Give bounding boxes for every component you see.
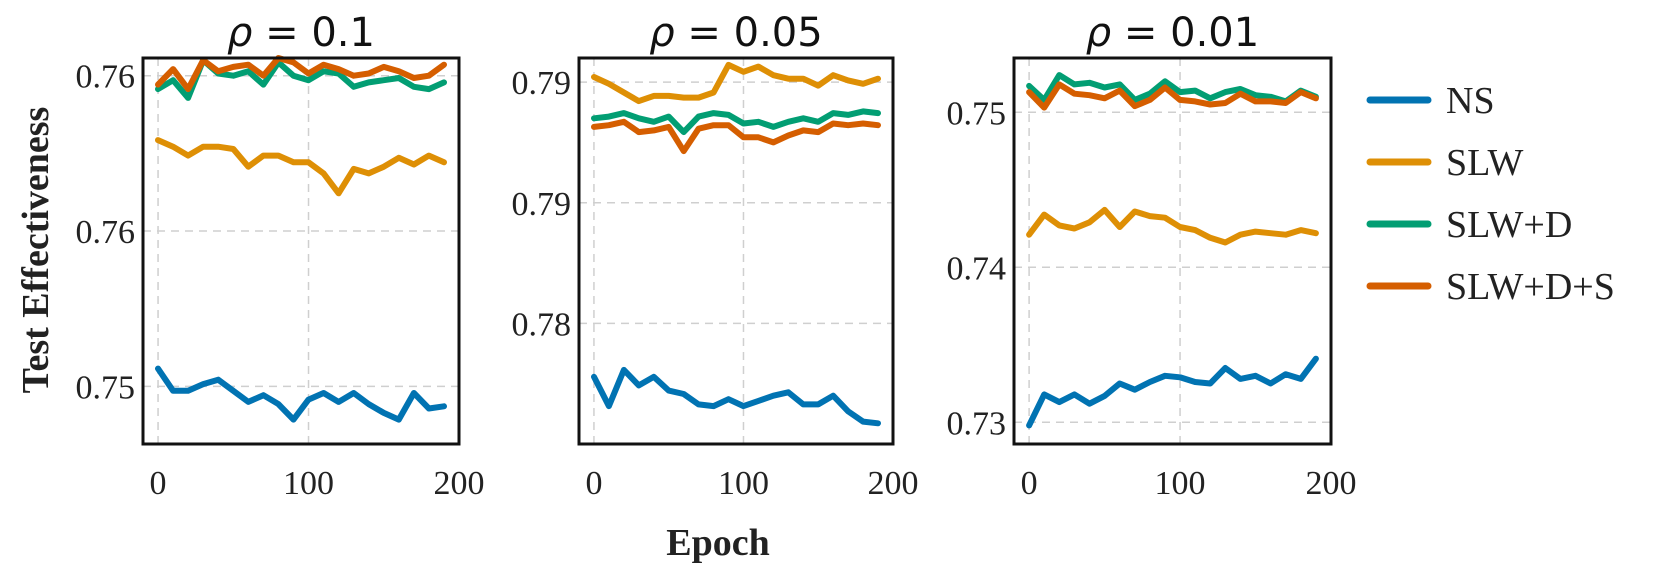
y-tick-label: 0.76 xyxy=(76,214,136,251)
y-tick-label: 0.75 xyxy=(76,369,136,406)
x-axis-label: Epoch xyxy=(666,522,769,564)
legend-item: SLW+D+S xyxy=(1366,266,1615,308)
legend-label: SLW+D+S xyxy=(1446,266,1615,308)
plot-frame xyxy=(141,56,461,446)
y-tick-label: 0.78 xyxy=(512,306,572,343)
subplot-title: ρ = 0.05 xyxy=(649,10,822,56)
x-tick-label: 100 xyxy=(283,465,334,502)
legend-label: SLW+D xyxy=(1446,204,1572,246)
subplot-2: 0 100 200 0.78 0.79 0.79 ρ = 0.05 xyxy=(512,10,919,502)
x-tick-label: 200 xyxy=(434,465,485,502)
plot-frame xyxy=(1012,56,1333,446)
legend-label: NS xyxy=(1446,80,1495,122)
series-line-slw-d-s xyxy=(155,55,447,93)
legend: NS SLW SLW+D SLW+D+S xyxy=(1366,80,1615,308)
legend-label: SLW xyxy=(1446,142,1524,184)
series-line-slw xyxy=(1026,206,1319,246)
subplot-3: 0 100 200 0.73 0.74 0.75 ρ = 0.01 xyxy=(947,10,1357,502)
x-tick-label: 0 xyxy=(1021,465,1038,502)
x-tick-label: 0 xyxy=(150,465,167,502)
title-value: = 0.05 xyxy=(675,10,823,56)
series-line-ns xyxy=(1026,355,1319,429)
series-line-slw xyxy=(591,61,881,105)
series-line-slw-d xyxy=(1026,72,1319,105)
y-tick-label: 0.73 xyxy=(947,405,1007,442)
y-tick-label: 0.79 xyxy=(512,65,572,102)
legend-item: NS xyxy=(1366,80,1495,122)
title-symbol: ρ xyxy=(649,10,674,56)
subplot-title: ρ = 0.1 xyxy=(227,10,375,56)
subplot-1: 0 100 200 0.75 0.76 0.76 ρ = 0.1 xyxy=(76,10,485,502)
series-line-ns xyxy=(591,366,881,427)
series-line-slw xyxy=(155,137,447,197)
subplot-title: ρ = 0.01 xyxy=(1086,10,1259,56)
legend-item: SLW+D xyxy=(1366,204,1572,246)
series-line-slw-d-s xyxy=(591,118,881,155)
series-line-slw-d xyxy=(591,108,881,136)
title-symbol: ρ xyxy=(1086,10,1111,56)
series-line-ns xyxy=(155,365,447,423)
title-value: = 0.01 xyxy=(1111,10,1259,56)
x-tick-label: 0 xyxy=(585,465,602,502)
x-tick-label: 100 xyxy=(1155,465,1206,502)
subplots: 0 100 200 0.75 0.76 0.76 ρ = 0.1 0 100 200 0.78 0.7… xyxy=(76,10,1357,502)
series-line-slw-d-s xyxy=(1026,81,1319,111)
plot-frame xyxy=(577,56,895,446)
legend-item: SLW xyxy=(1366,142,1524,184)
x-tick-label: 100 xyxy=(718,465,769,502)
y-tick-label: 0.79 xyxy=(512,186,572,223)
x-tick-label: 200 xyxy=(1306,465,1357,502)
y-tick-label: 0.76 xyxy=(76,59,136,96)
y-axis-label: Test Effectiveness xyxy=(15,107,57,394)
title-symbol: ρ xyxy=(227,10,252,56)
title-value: = 0.1 xyxy=(252,10,375,56)
x-tick-label: 200 xyxy=(868,465,919,502)
y-tick-label: 0.75 xyxy=(947,95,1007,132)
y-tick-label: 0.74 xyxy=(947,250,1007,287)
